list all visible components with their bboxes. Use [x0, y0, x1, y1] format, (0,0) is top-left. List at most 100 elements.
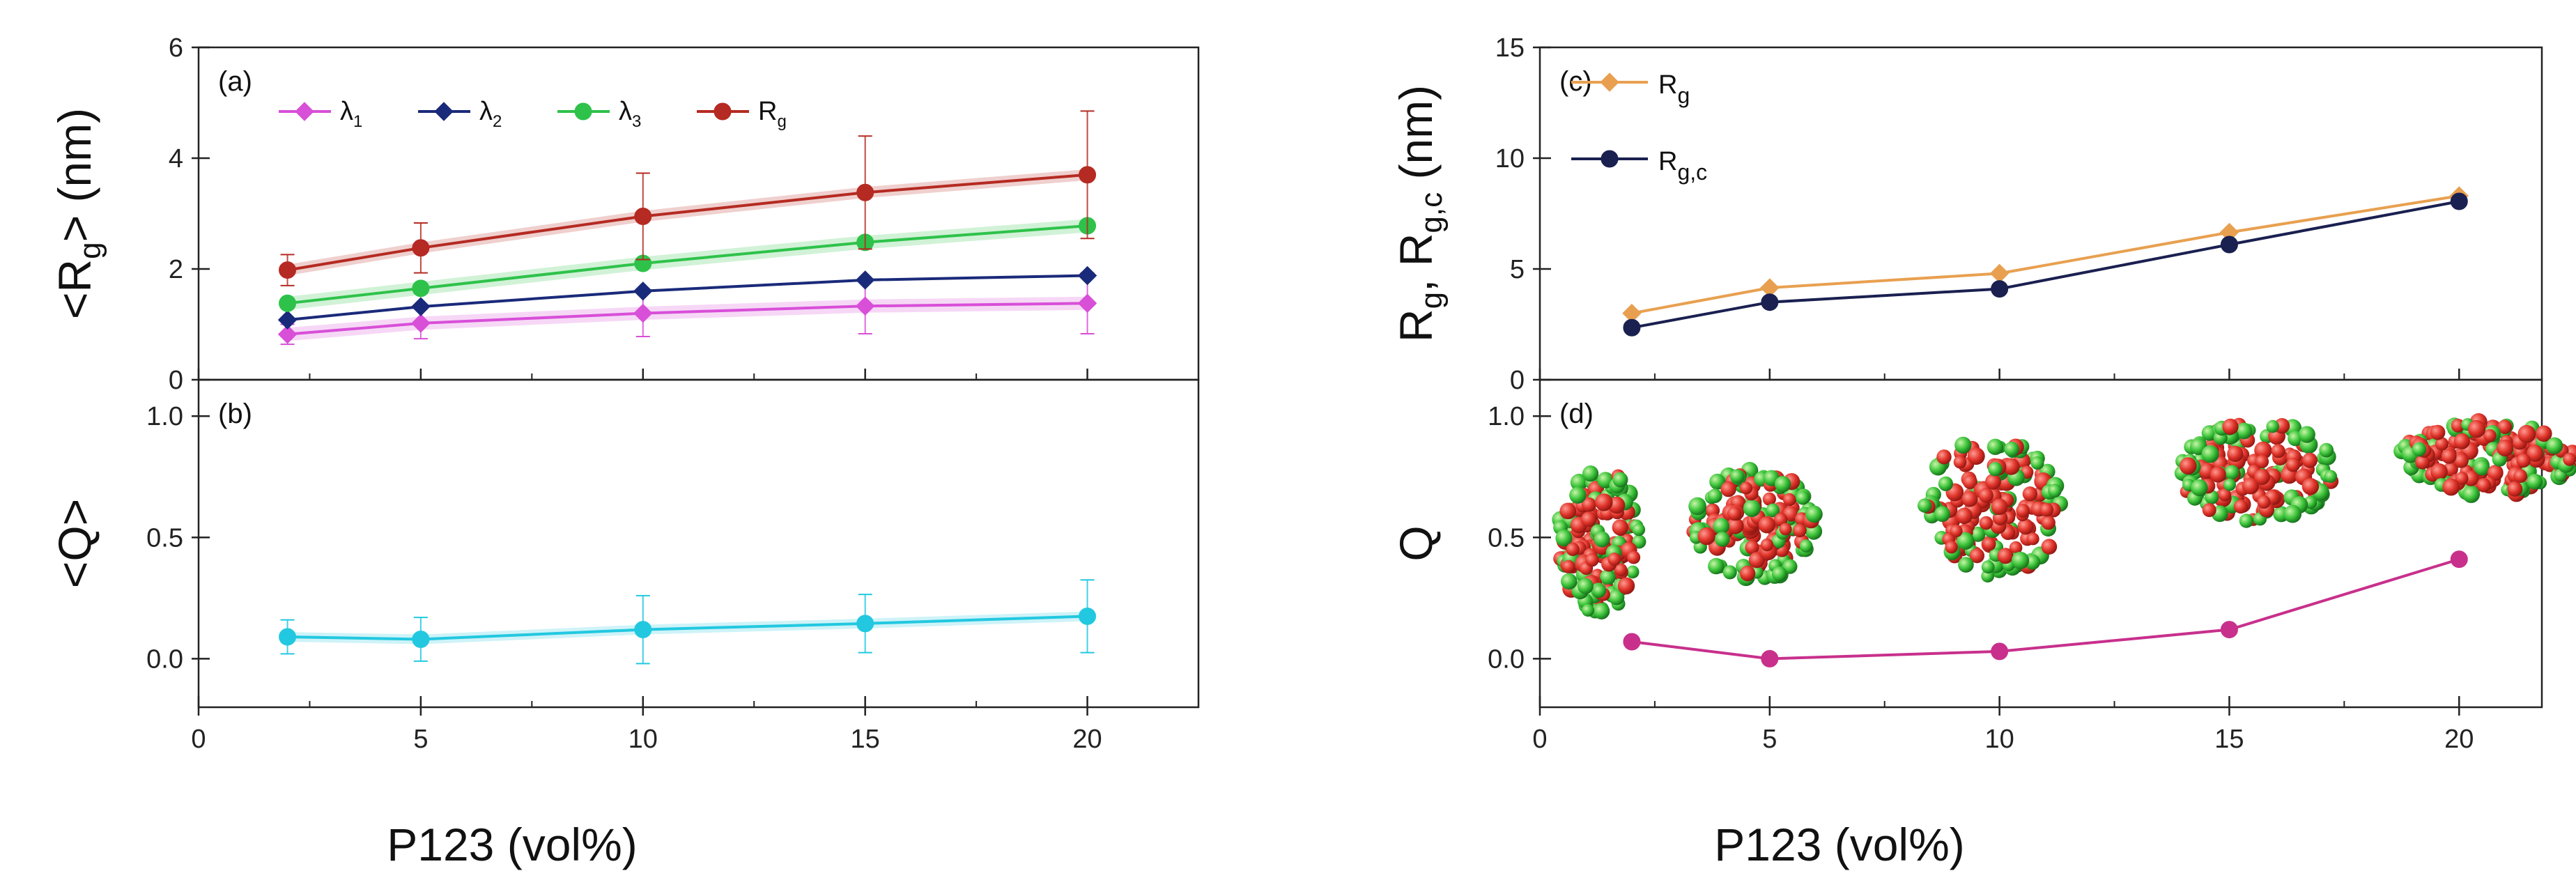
bead-red: [2022, 486, 2038, 502]
bead-red: [2285, 457, 2301, 472]
bead-green: [2319, 442, 2334, 458]
plot-frame: [1538, 378, 2543, 709]
y-label-sub: g: [1414, 292, 1449, 309]
bead-red: [1585, 553, 1599, 567]
bead-green: [2201, 445, 2219, 463]
x-tick-label: 20: [1072, 725, 1102, 754]
data-point: [279, 628, 297, 646]
bead-red: [1936, 449, 1952, 465]
legend-base: R: [758, 97, 777, 126]
bead-green: [1743, 500, 1761, 517]
bead-green: [1582, 465, 1599, 482]
bead-red: [2516, 453, 2531, 468]
bead-red: [1945, 541, 1958, 554]
bead-green: [1957, 532, 1975, 550]
y-label-tail: > (nm): [49, 108, 100, 242]
legend-sub: g,c: [1677, 160, 1707, 185]
y-label-main: <Q>: [49, 499, 100, 588]
y-label-mid: , R: [1390, 233, 1442, 292]
bead-green: [1593, 584, 1606, 598]
bead-red: [2302, 452, 2317, 468]
data-point: [1079, 607, 1097, 625]
series-λ3: [279, 217, 1097, 312]
x-tick-label: 5: [1762, 725, 1777, 754]
data-point: [1989, 263, 2010, 284]
bead-red: [2435, 437, 2449, 451]
bead-red: [1745, 540, 1759, 555]
data-point: [279, 294, 297, 312]
bead-green: [1722, 565, 1737, 580]
bead-red: [2253, 469, 2270, 486]
legend-label: Rg: [758, 97, 787, 131]
data-point: [2450, 550, 2468, 569]
bead-green: [1626, 565, 1640, 579]
data-point: [412, 239, 430, 257]
bead-red: [1967, 447, 1985, 465]
bead-green: [1632, 534, 1646, 549]
bead-green: [1934, 506, 1950, 523]
bead-red: [1720, 481, 1736, 498]
bead-green: [2298, 426, 2315, 443]
x-axis-label-right: P123 (vol%): [1714, 819, 1965, 870]
x-tick-label: 10: [1984, 725, 2014, 754]
bead-green: [2030, 456, 2044, 470]
data-point: [1079, 166, 1097, 184]
bead-green: [1593, 603, 1610, 619]
bead-green: [2048, 484, 2062, 498]
data-point: [411, 314, 431, 333]
bead-green: [2283, 504, 2302, 523]
bead-red: [2507, 481, 2523, 497]
bead-red: [2415, 454, 2430, 470]
bead-green: [1796, 491, 1810, 505]
panel-label: (b): [218, 399, 252, 429]
x-axis-label-left: P123 (vol%): [387, 819, 638, 870]
legend-label: λ1: [340, 97, 362, 131]
series-Rg,c: [1623, 192, 2468, 337]
bead-red: [2016, 504, 2030, 518]
bead-green: [1555, 530, 1573, 547]
bead-green: [2546, 437, 2563, 454]
legend-entry: λ2: [418, 97, 502, 131]
x-tick-label: 0: [1532, 725, 1547, 754]
bead-red: [2222, 418, 2239, 435]
bead-green: [1970, 526, 1986, 542]
x-tick-label: 0: [191, 725, 206, 754]
data-point: [634, 207, 652, 225]
bead-green: [1688, 497, 1707, 516]
bead-red: [1982, 537, 1996, 551]
bead-red: [2563, 452, 2576, 466]
y-axis-label: Q: [1390, 525, 1442, 561]
bead-green: [2324, 470, 2338, 483]
bead-green: [1799, 539, 1813, 553]
y-tick-label: 0.0: [146, 645, 183, 674]
bead-red: [1760, 538, 1774, 552]
series-Rg: [279, 110, 1097, 286]
bead-red: [1963, 475, 1977, 489]
bead-red: [1614, 563, 1628, 576]
bead-red: [2041, 516, 2056, 530]
bead-red: [1969, 548, 1984, 564]
data-point: [1991, 642, 2009, 661]
data-point: [1623, 633, 1641, 651]
bead-red: [2453, 453, 2469, 468]
legend-marker: [1601, 150, 1619, 168]
bead-red: [2242, 477, 2260, 495]
data-point: [412, 279, 430, 298]
bead-red: [1979, 516, 1993, 530]
data-point: [1077, 293, 1097, 313]
x-tick-label: 15: [851, 725, 880, 754]
data-point: [856, 615, 874, 633]
bead-red: [2451, 418, 2465, 433]
data-point: [277, 325, 298, 344]
bead-red: [2041, 539, 2058, 555]
bead-green: [1938, 476, 1953, 491]
panel-label: (d): [1559, 399, 1594, 429]
y-tick-label: 15: [1495, 33, 1525, 63]
bead-red: [1595, 493, 1613, 511]
bead-red: [1607, 553, 1621, 566]
bead-red: [2430, 463, 2448, 481]
bead-green: [1594, 531, 1610, 548]
bead-green: [1708, 557, 1725, 575]
bead-green: [1958, 557, 1974, 573]
